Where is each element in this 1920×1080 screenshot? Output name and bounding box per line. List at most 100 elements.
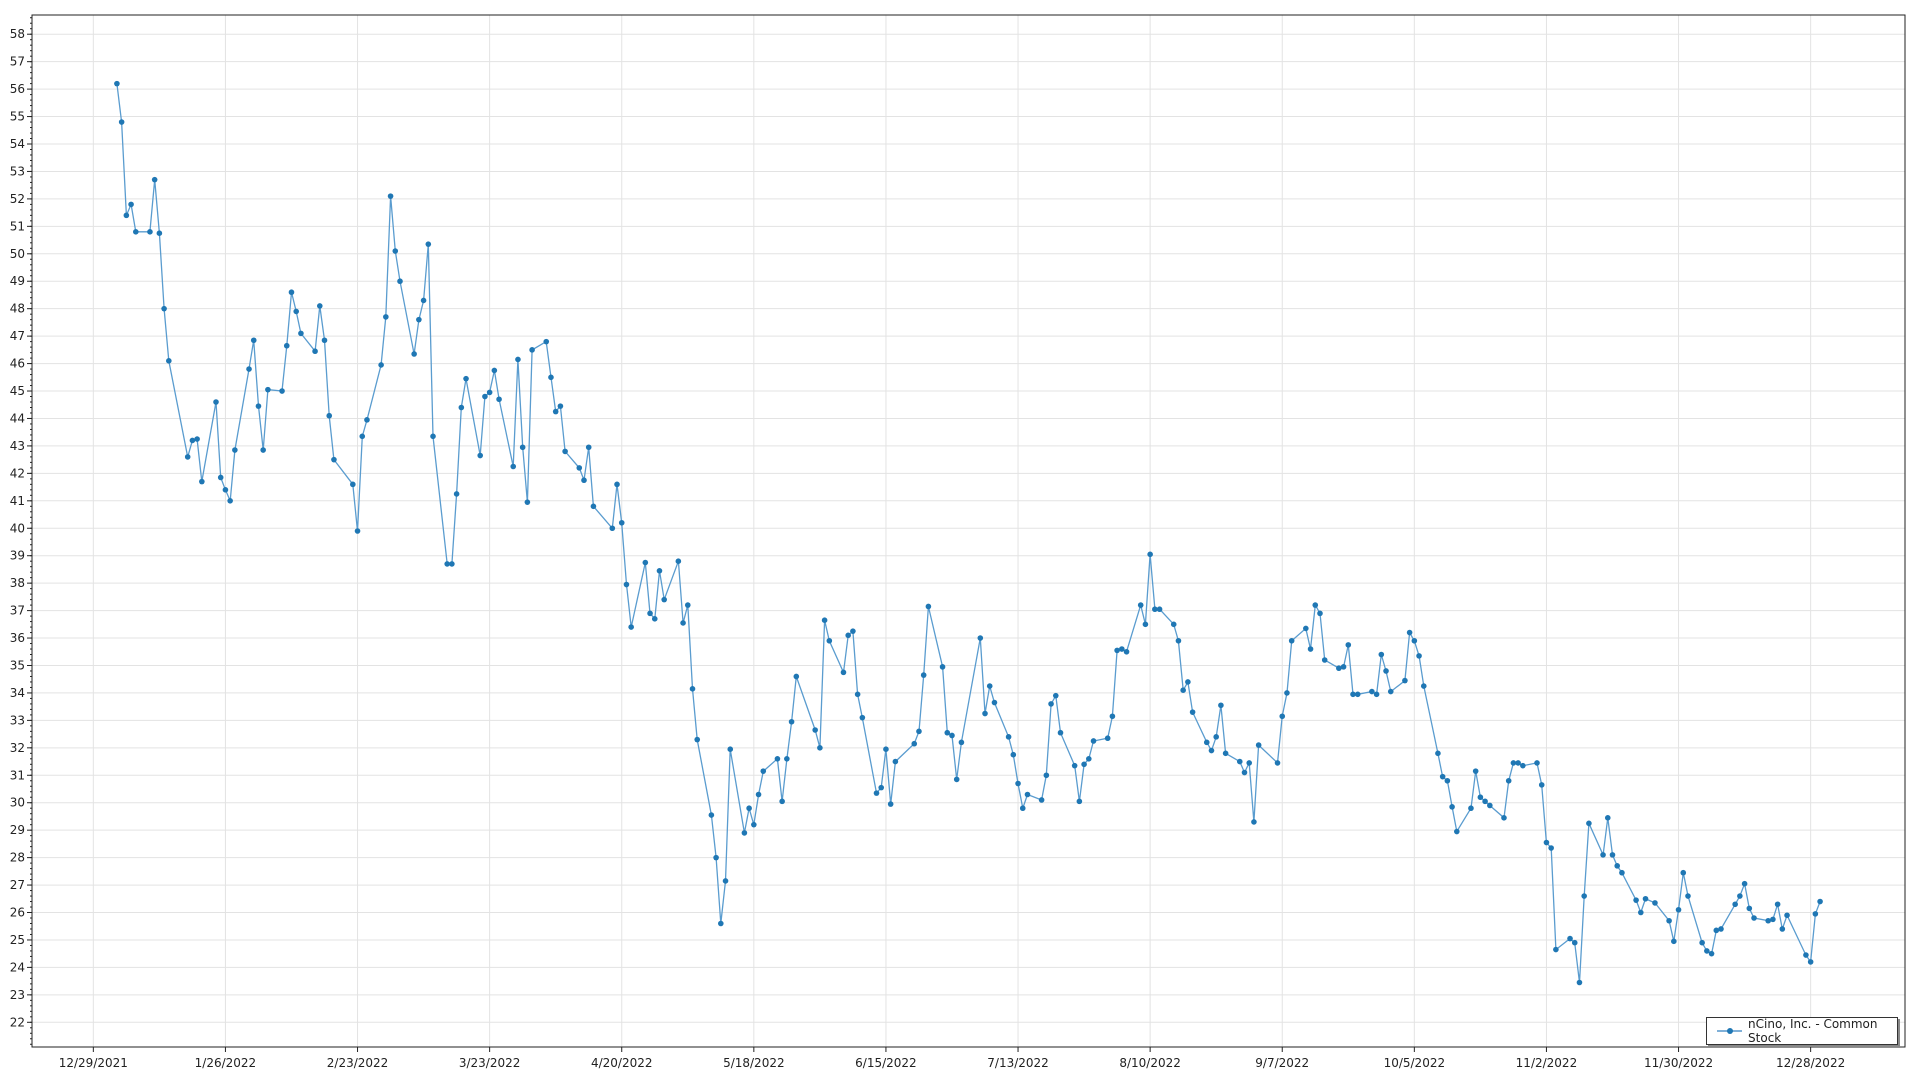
data-point bbox=[1279, 713, 1286, 720]
data-point bbox=[1123, 648, 1130, 655]
data-point bbox=[1354, 691, 1361, 698]
data-point bbox=[222, 487, 229, 493]
data-point bbox=[331, 456, 337, 463]
data-point bbox=[925, 603, 932, 610]
data-point bbox=[1076, 798, 1083, 805]
y-tick-label: 57 bbox=[10, 55, 25, 69]
data-point bbox=[939, 664, 946, 670]
data-point bbox=[817, 745, 823, 751]
data-point bbox=[321, 337, 328, 344]
x-tick-label: 11/2/2022 bbox=[1516, 1056, 1578, 1070]
y-tick-label: 23 bbox=[10, 988, 25, 1002]
data-point bbox=[684, 602, 691, 608]
data-point bbox=[1236, 758, 1243, 765]
x-tick-label: 8/10/2022 bbox=[1119, 1056, 1181, 1070]
data-point bbox=[383, 314, 389, 320]
data-point bbox=[1185, 679, 1191, 685]
legend-label: nCino, Inc. - Common Stock bbox=[1748, 1017, 1878, 1045]
x-tick-label: 1/26/2022 bbox=[195, 1056, 257, 1070]
x-tick-label: 12/28/2022 bbox=[1776, 1056, 1845, 1070]
data-point bbox=[1251, 819, 1257, 825]
data-point bbox=[779, 798, 785, 805]
y-tick-label: 49 bbox=[10, 274, 25, 288]
data-point bbox=[458, 404, 465, 411]
data-point bbox=[1652, 900, 1658, 906]
data-point bbox=[1015, 780, 1021, 787]
data-point bbox=[1680, 869, 1687, 876]
data-point bbox=[1043, 772, 1050, 779]
data-point bbox=[350, 481, 356, 488]
data-point bbox=[1402, 677, 1408, 684]
y-tick-label: 53 bbox=[10, 164, 25, 178]
data-point bbox=[283, 342, 290, 349]
y-tick-label: 34 bbox=[10, 686, 25, 700]
data-point bbox=[1378, 651, 1385, 658]
data-point bbox=[1543, 839, 1550, 846]
data-point bbox=[1406, 629, 1413, 636]
y-tick-label: 54 bbox=[10, 137, 25, 151]
x-tick-label: 10/5/2022 bbox=[1384, 1056, 1446, 1070]
data-point bbox=[1567, 935, 1573, 942]
y-tick-label: 40 bbox=[10, 521, 25, 535]
data-point bbox=[618, 519, 625, 526]
data-point bbox=[1189, 709, 1196, 715]
y-tick-label: 22 bbox=[10, 1015, 25, 1029]
data-point bbox=[1444, 777, 1451, 784]
y-tick-label: 39 bbox=[10, 549, 25, 563]
data-point bbox=[1435, 750, 1441, 757]
data-point bbox=[1718, 926, 1724, 932]
x-tick-label: 7/13/2022 bbox=[987, 1056, 1049, 1070]
x-tick-label: 11/30/2022 bbox=[1644, 1056, 1713, 1070]
data-point bbox=[1817, 898, 1823, 905]
data-point bbox=[1472, 768, 1479, 774]
data-point bbox=[784, 756, 790, 762]
data-point bbox=[1675, 906, 1682, 913]
data-point bbox=[1732, 901, 1738, 908]
data-point bbox=[722, 878, 729, 884]
y-tick-label: 44 bbox=[10, 411, 25, 425]
data-point bbox=[576, 465, 583, 471]
data-point bbox=[1609, 852, 1616, 858]
data-point bbox=[227, 498, 233, 504]
data-point bbox=[850, 628, 856, 634]
x-tick-label: 5/18/2022 bbox=[723, 1056, 785, 1070]
data-point bbox=[524, 499, 531, 505]
y-tick-label: 31 bbox=[10, 768, 25, 782]
x-tick-label: 4/20/2022 bbox=[591, 1056, 653, 1070]
data-point bbox=[958, 739, 965, 746]
data-point bbox=[1104, 735, 1111, 742]
data-point bbox=[1383, 668, 1389, 674]
data-point bbox=[1057, 729, 1064, 736]
data-point bbox=[1038, 797, 1045, 803]
data-point bbox=[1152, 606, 1158, 613]
data-point bbox=[411, 351, 417, 357]
data-point bbox=[1411, 637, 1418, 644]
data-point bbox=[123, 212, 130, 219]
data-point bbox=[118, 119, 125, 125]
y-tick-label: 28 bbox=[10, 851, 25, 865]
data-point bbox=[1218, 702, 1224, 709]
y-tick-label: 38 bbox=[10, 576, 25, 590]
data-point bbox=[916, 728, 922, 735]
data-point bbox=[986, 683, 993, 689]
data-point bbox=[1086, 756, 1092, 762]
data-point bbox=[949, 732, 955, 739]
data-point bbox=[1307, 646, 1314, 652]
data-point bbox=[647, 610, 653, 617]
data-point bbox=[1420, 683, 1427, 689]
data-point bbox=[1142, 621, 1149, 628]
x-tick-label: 3/23/2022 bbox=[459, 1056, 521, 1070]
data-point bbox=[128, 201, 134, 208]
data-point bbox=[585, 444, 592, 451]
data-point bbox=[1600, 852, 1606, 858]
data-point bbox=[977, 635, 984, 641]
data-point bbox=[1803, 952, 1809, 958]
data-point bbox=[1619, 869, 1625, 876]
data-point bbox=[189, 437, 196, 444]
data-point bbox=[477, 452, 483, 459]
data-point bbox=[1071, 762, 1078, 769]
axes: 22 23 24 25 26 27 28 29 30 31 32 33 34 35 36 37 38 39 40 41… bbox=[10, 14, 1906, 1070]
data-point bbox=[1510, 760, 1517, 766]
data-point bbox=[1387, 688, 1394, 695]
plot-frame bbox=[31, 14, 1906, 1048]
